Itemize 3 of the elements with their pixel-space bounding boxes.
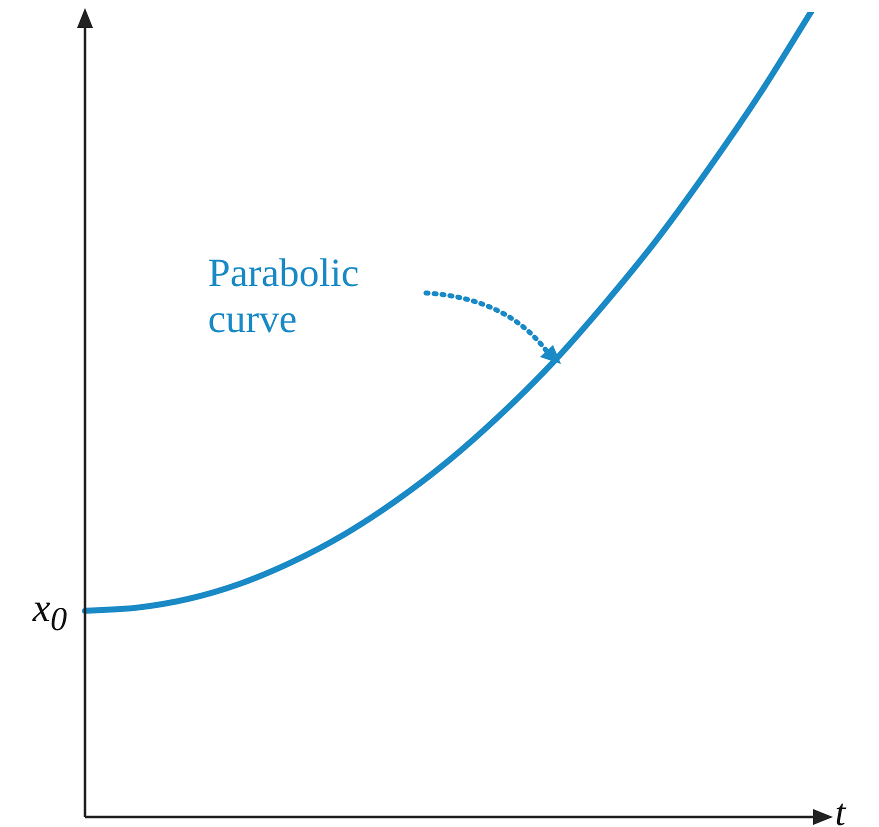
x-axis-title: t [835,792,846,827]
text: x$_{0}$ [32,584,67,640]
annotation: Parabolic curve [208,250,360,342]
